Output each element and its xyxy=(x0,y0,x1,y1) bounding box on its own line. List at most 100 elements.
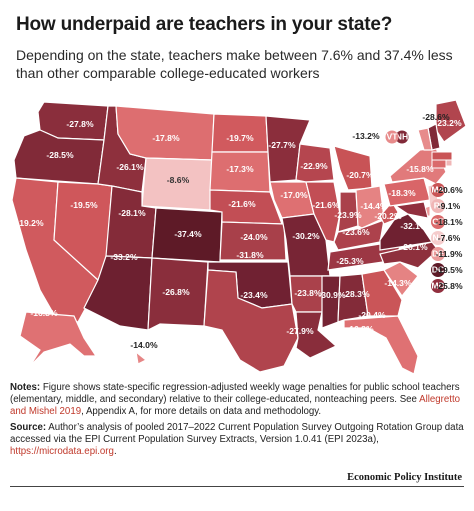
source-text: Author’s analysis of pooled 2017–2022 Cu… xyxy=(10,422,464,446)
state-label-vt: -13.2% xyxy=(352,131,380,141)
state-label-tn: -25.3% xyxy=(336,256,364,266)
notes-paragraph: Notes: Figure shows state-specific regre… xyxy=(10,382,464,417)
nh-badge xyxy=(395,130,409,144)
state-label-wa: -27.8% xyxy=(66,119,94,129)
state-layer xyxy=(11,99,467,375)
state-label-ms: -30.9% xyxy=(318,290,346,300)
callout-dc: DC-19.5% xyxy=(431,263,463,277)
callout-value: -18.1% xyxy=(435,217,463,227)
notes-label: Notes: xyxy=(10,382,41,393)
state-label-az: -33.2% xyxy=(110,252,138,262)
state-md xyxy=(394,201,429,219)
state-label-fl: -16.8% xyxy=(346,324,374,334)
vt-badge xyxy=(385,130,399,144)
state-label-ar: -23.8% xyxy=(294,288,322,298)
state-ak xyxy=(19,311,98,367)
callout-value: -9.1% xyxy=(438,201,461,211)
state-label-ia: -17.0% xyxy=(280,190,308,200)
callout-badge xyxy=(431,263,445,277)
brand-logo: Economic Policy Institute xyxy=(347,472,462,483)
state-label-ks: -24.0% xyxy=(240,232,268,242)
state-ga xyxy=(361,269,403,317)
state-label-nd: -19.7% xyxy=(226,133,254,143)
state-label-id: -26.1% xyxy=(116,162,144,172)
state-label-la: -27.9% xyxy=(286,326,314,336)
chart-title: How underpaid are teachers in your state… xyxy=(16,14,393,35)
notes-text: Figure shows state-specific regression-a… xyxy=(10,382,460,405)
state-label-ut: -28.1% xyxy=(118,208,146,218)
state-label-wy: -8.6% xyxy=(167,175,190,185)
source-link[interactable]: https://microdata.epi.org xyxy=(10,445,114,457)
state-label-tx: -23.4% xyxy=(240,290,268,300)
state-label-ca: -19.2% xyxy=(16,218,44,228)
state-tx xyxy=(203,269,299,373)
notes-tail: , Appendix A, for more details on data a… xyxy=(81,405,322,417)
state-label-il: -21.6% xyxy=(312,200,340,210)
callout-value: -19.5% xyxy=(435,265,463,275)
callout-badge xyxy=(431,183,445,197)
callout-ma: MA-20.6% xyxy=(431,183,463,197)
source-label: Source: xyxy=(10,422,47,434)
state-ms xyxy=(321,275,341,329)
nh-badge-code: NH xyxy=(396,132,408,142)
callout-badge xyxy=(431,247,445,261)
state-oh xyxy=(355,185,385,229)
callout-value: -20.6% xyxy=(435,185,463,195)
source-tail: . xyxy=(113,445,117,457)
notes-block: Notes: Figure shows state-specific regre… xyxy=(10,382,464,463)
state-label-me: -23.2% xyxy=(434,118,462,128)
callout-code: DC xyxy=(432,265,444,275)
callout-badge xyxy=(431,279,445,293)
callout-code: CT xyxy=(432,217,444,227)
callout-ri: RI-9.1% xyxy=(431,199,461,213)
callout-code: MA xyxy=(431,185,444,195)
callout-ct: CT-18.1% xyxy=(431,215,463,229)
state-label-nv: -19.5% xyxy=(70,200,98,210)
state-label-wi: -22.9% xyxy=(300,161,328,171)
state-label-co: -37.4% xyxy=(174,229,202,239)
state-label-ne: -21.6% xyxy=(228,199,256,209)
state-hi xyxy=(111,341,148,365)
state-label-ok: -31.8% xyxy=(236,250,264,260)
state-ct xyxy=(431,159,447,169)
callout-nj: NJ-7.6% xyxy=(431,231,461,245)
callout-badge xyxy=(431,215,445,229)
callout-value: -11.9% xyxy=(436,249,463,259)
state-label-wv: -20.2% xyxy=(374,211,402,221)
chart-subtitle: Depending on the state, teachers make be… xyxy=(16,47,453,81)
state-label-va: -32.1% xyxy=(400,221,428,231)
state-label-nc: -26.1% xyxy=(400,242,428,252)
state-label-pa: -18.3% xyxy=(388,188,416,198)
state-ri xyxy=(445,159,453,167)
state-vt xyxy=(417,127,433,151)
state-ma xyxy=(431,151,453,161)
state-nm xyxy=(147,257,209,331)
state-label-sc: -14.3% xyxy=(384,278,412,288)
state-label-nm: -26.8% xyxy=(162,287,190,297)
callout-badge xyxy=(431,199,445,213)
state-label-mi: -20.7% xyxy=(346,170,374,180)
notes-link[interactable]: Allegretto and Mishel 2019 xyxy=(10,393,461,417)
callout-value: -7.6% xyxy=(438,233,461,243)
state-label-ky: -23.6% xyxy=(342,227,370,237)
callout-value: -25.8% xyxy=(435,281,463,291)
state-label-ga: -20.4% xyxy=(358,310,386,320)
callout-md: MD-25.8% xyxy=(431,279,463,293)
state-label-in: -23.9% xyxy=(334,210,362,220)
state-fl xyxy=(343,315,419,375)
state-label-oh: -14.4% xyxy=(360,201,388,211)
callout-de: DE-11.9% xyxy=(431,247,463,261)
divider xyxy=(10,486,464,487)
state-label-mo: -30.2% xyxy=(292,231,320,241)
state-mi xyxy=(333,145,373,191)
state-label-nh: -28.6% xyxy=(422,112,450,122)
callout-code: NJ xyxy=(433,233,444,243)
state-sc xyxy=(383,261,419,298)
state-label-or: -28.5% xyxy=(46,150,74,160)
callout-list: MA-20.6% RI-9.1% CT-18.1% NJ-7.6% DE-11.9% DC… xyxy=(431,183,463,293)
us-map: -27.8% -28.5% -19.2% -19.5% -26.1% -17.8% -8.6… xyxy=(11,99,467,375)
state-label-hi: -14.0% xyxy=(130,340,158,350)
state-label-mt: -17.8% xyxy=(152,133,180,143)
callout-code: MD xyxy=(431,281,444,291)
callout-badge xyxy=(431,231,445,245)
